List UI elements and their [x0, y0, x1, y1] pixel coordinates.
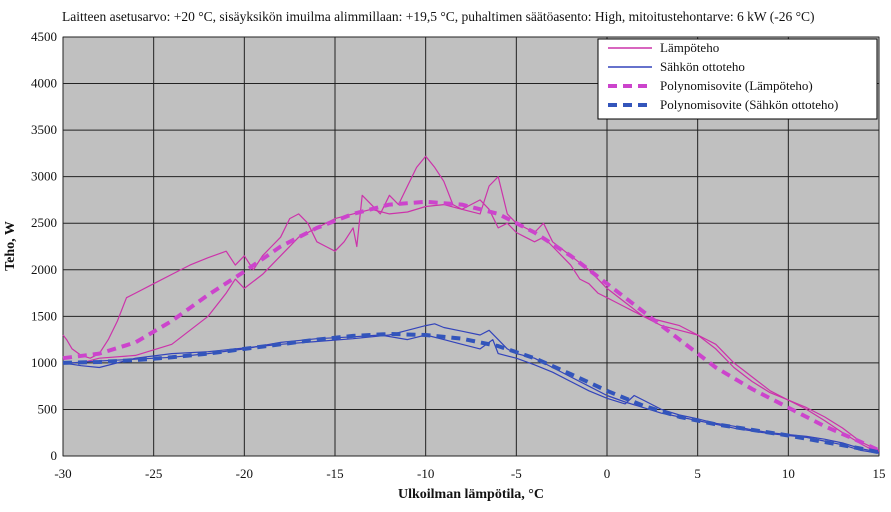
series-line-0 [62, 155, 880, 452]
y-tick-label: 2000 [31, 262, 57, 277]
y-tick-label: 4500 [31, 29, 57, 44]
x-tick-label: -30 [54, 466, 71, 481]
y-tick-label: 2500 [31, 215, 57, 230]
series-layer [62, 155, 880, 455]
x-axis-title: Ulkoilman lämpötila, °C [398, 487, 544, 502]
legend-label: Polynomisovite (Sähkön ottoteho) [660, 97, 838, 112]
legend-label: Lämpöteho [660, 40, 719, 55]
series-line-4 [62, 199, 880, 453]
y-tick-label: 0 [51, 448, 58, 463]
x-tick-label: 0 [604, 466, 611, 481]
x-tick-label: -20 [236, 466, 253, 481]
y-tick-label: 3000 [31, 169, 57, 184]
chart-title: Laitteen asetusarvo: +20 °C, sisäyksikön… [62, 9, 815, 24]
x-tick-label: 5 [694, 466, 701, 481]
x-tick-label: 15 [873, 466, 886, 481]
y-axis-title: Teho, W [3, 221, 18, 271]
y-tick-label: 500 [38, 401, 58, 416]
legend-label: Sähkön ottoteho [660, 59, 745, 74]
x-tick-label: -10 [417, 466, 434, 481]
y-tick-label: 1000 [31, 355, 57, 370]
legend-label: Polynomisovite (Lämpöteho) [660, 78, 813, 93]
x-axis: -30 -25 -20 -15 -10 -5 0 5 10 15 [54, 466, 885, 481]
x-tick-label: -5 [511, 466, 522, 481]
y-tick-label: 1500 [31, 308, 57, 323]
y-tick-label: 4000 [31, 76, 57, 91]
x-tick-label: -15 [326, 466, 343, 481]
x-tick-label: 10 [782, 466, 795, 481]
grid [62, 36, 880, 457]
y-tick-label: 3500 [31, 122, 57, 137]
legend: Lämpöteho Sähkön ottoteho Polynomisovite (… [597, 38, 878, 120]
x-tick-label: -25 [145, 466, 162, 481]
series-line-1 [80, 176, 880, 451]
y-axis: 0 500 1000 1500 2000 2500 3000 3500 4000 4500 [31, 29, 57, 463]
series-line-5 [62, 332, 880, 455]
